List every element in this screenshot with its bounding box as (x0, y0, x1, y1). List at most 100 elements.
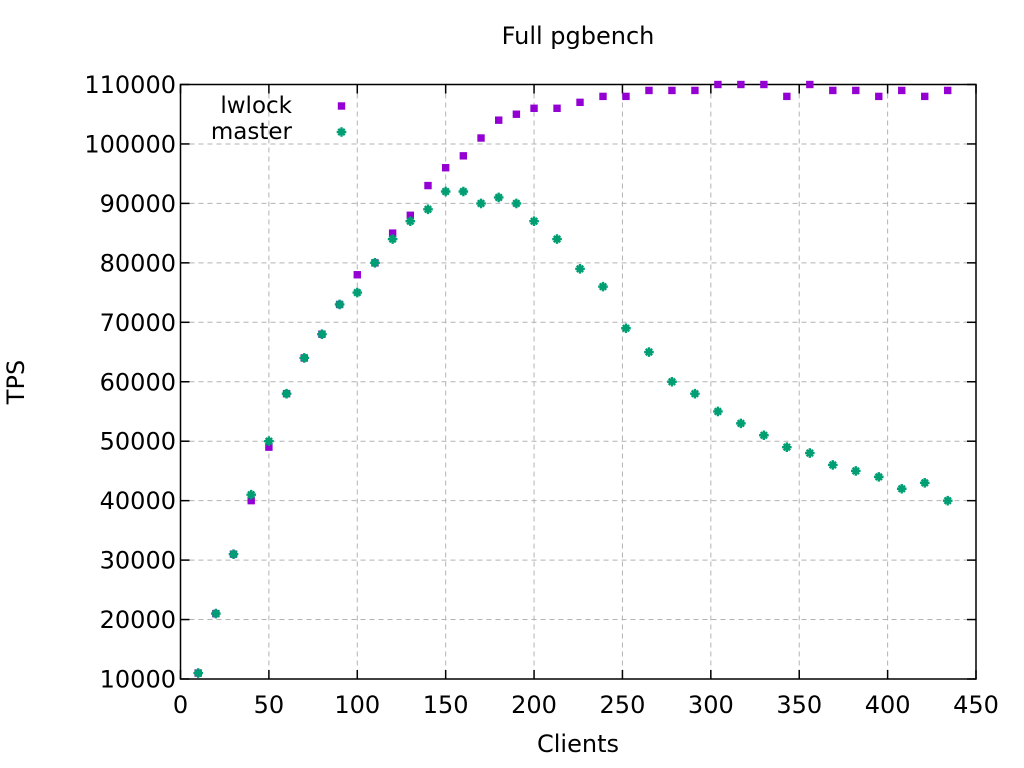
data-point-lwlock (599, 92, 607, 101)
y-tick-label: 30000 (100, 547, 176, 575)
y-tick-label: 60000 (100, 368, 176, 396)
data-point-master (552, 234, 562, 244)
data-point-master (264, 436, 274, 446)
data-point-lwlock (852, 86, 860, 95)
y-tick-label: 40000 (100, 487, 176, 515)
y-tick-label: 90000 (100, 190, 176, 218)
y-tick-label: 20000 (100, 606, 176, 634)
data-point-lwlock (406, 211, 415, 219)
x-tick-label: 150 (423, 691, 469, 719)
x-tick-label: 400 (865, 691, 911, 719)
data-point-lwlock (353, 271, 361, 279)
chart-title: Full pgbench (501, 22, 655, 50)
data-point-master (493, 192, 504, 203)
data-point-lwlock (441, 164, 450, 172)
data-point-lwlock (576, 98, 584, 107)
data-point-lwlock (553, 104, 561, 112)
data-point-master (575, 263, 585, 274)
data-point-lwlock (691, 86, 699, 95)
data-point-lwlock (760, 80, 768, 89)
data-point-lwlock (530, 104, 538, 112)
data-point-master (873, 472, 884, 482)
data-point-master (370, 258, 380, 268)
data-point-master (317, 329, 327, 339)
data-point-master (782, 442, 792, 452)
legend-square-sample (337, 102, 346, 110)
data-point-master (405, 216, 416, 227)
data-point-lwlock (459, 152, 468, 160)
x-tick-label: 0 (173, 691, 188, 719)
data-point-lwlock (247, 496, 255, 505)
y-tick-label: 80000 (100, 249, 176, 277)
data-point-master (423, 204, 433, 215)
data-point-master (228, 549, 239, 559)
data-point-master (476, 198, 486, 209)
data-point-lwlock (898, 86, 906, 95)
data-point-master (299, 353, 310, 363)
data-point-master (211, 608, 221, 619)
data-point-lwlock (645, 86, 653, 95)
data-point-master (942, 495, 953, 506)
data-point-lwlock (806, 80, 814, 89)
data-point-master (598, 281, 608, 292)
data-point-master (193, 668, 203, 678)
x-tick-label: 450 (953, 691, 999, 719)
legend-label-master: master (210, 119, 292, 145)
data-point-master (458, 186, 469, 197)
data-point-master (334, 299, 345, 310)
data-point-master (352, 287, 363, 298)
data-point-master (690, 388, 700, 399)
star-marker-icon (336, 127, 347, 137)
data-point-master (805, 448, 815, 458)
data-point-master (896, 483, 907, 494)
data-point-lwlock (737, 80, 745, 89)
data-point-master (713, 406, 723, 417)
y-tick-label: 10000 (100, 666, 176, 694)
x-tick-label: 200 (511, 691, 557, 719)
data-point-master (440, 186, 451, 197)
data-point-lwlock (668, 86, 676, 95)
legend-item-master: master (142, 119, 349, 145)
data-point-lwlock (829, 86, 837, 95)
data-point-lwlock (424, 181, 432, 190)
square-marker-icon (337, 102, 346, 110)
data-point-lwlock (875, 92, 883, 101)
y-tick-label: 50000 (100, 428, 176, 456)
data-point-master (736, 418, 746, 429)
x-tick-label: 250 (600, 691, 646, 719)
y-tick-label: 110000 (84, 71, 176, 99)
data-point-lwlock (265, 443, 273, 451)
data-point-master (667, 376, 677, 387)
data-point-lwlock (477, 134, 485, 142)
data-point-master (387, 234, 398, 244)
data-point-lwlock (921, 92, 929, 101)
data-point-lwlock (388, 229, 397, 237)
x-axis-label: Clients (537, 730, 619, 758)
data-point-lwlock (512, 110, 521, 118)
x-tick-label: 100 (334, 691, 380, 719)
data-point-master (621, 323, 631, 334)
data-point-master (246, 489, 257, 500)
legend-label-lwlock: lwlock (220, 93, 292, 119)
data-point-lwlock (622, 92, 630, 101)
data-point-master (759, 430, 769, 441)
x-tick-label: 50 (254, 691, 285, 719)
data-point-master (511, 198, 522, 209)
x-tick-label: 350 (776, 691, 822, 719)
x-tick-label: 300 (688, 691, 734, 719)
legend-item-lwlock: lwlock (142, 93, 349, 119)
data-point-lwlock (714, 80, 722, 89)
data-point-lwlock (944, 86, 952, 95)
data-point-master (828, 460, 838, 470)
y-tick-label: 70000 (100, 309, 176, 337)
data-point-lwlock (783, 92, 791, 101)
data-point-lwlock (495, 116, 503, 124)
legend-star-sample (336, 127, 347, 137)
data-point-master (529, 216, 539, 227)
data-point-master (281, 388, 292, 399)
data-point-master (644, 347, 654, 357)
data-point-master (919, 478, 930, 488)
data-point-master (850, 466, 861, 476)
y-tick-label: 100000 (84, 130, 176, 158)
